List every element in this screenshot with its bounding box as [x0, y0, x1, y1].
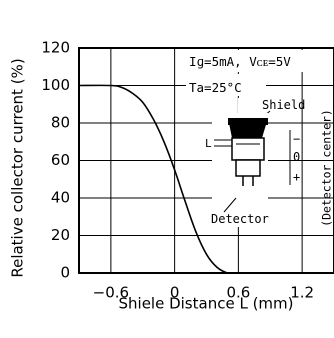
y-axis-label: Relative collector current (%): [9, 58, 27, 277]
y-tick-labels: 0 20 40 60 80 100 120: [41, 39, 70, 282]
y-tick-label: 40: [51, 189, 70, 207]
detector-leader: [223, 197, 237, 213]
y-tick-label: 100: [41, 76, 70, 94]
temperature-label: Ta=25°C: [189, 80, 242, 95]
detector-body: [231, 137, 265, 161]
conditions-box-bg: [186, 50, 332, 72]
series-line: [78, 84, 334, 274]
x-tick-label: −0.6: [93, 284, 129, 302]
x-axis-label: Shiele Distance L (mm): [119, 295, 294, 313]
y-tick-label: 60: [51, 151, 70, 169]
y-tick-label: 20: [51, 226, 70, 244]
plus-sign: +: [293, 170, 300, 184]
temperature-bg: [186, 74, 266, 96]
l-marker: L: [205, 137, 212, 150]
y-tick-label: 0: [60, 264, 70, 282]
detector-center-label: (Detector center): [320, 109, 334, 227]
inset-device: Shield L − 0 + Detector: [205, 98, 305, 227]
x-tick-label: 0: [170, 284, 180, 302]
shield-label: Shield: [262, 98, 305, 112]
detector-label: Detector: [211, 212, 269, 226]
y-tick-label: 120: [41, 39, 70, 57]
plot-frame: [78, 47, 334, 274]
shield-block-top: [228, 118, 268, 125]
x-tick-labels: −0.6 0 0.6 1.2: [93, 284, 314, 302]
conditions-label: Iɡ=5mA, Vᴄᴇ=5V: [189, 54, 291, 69]
minus-sign: −: [293, 132, 300, 146]
y-tick-label: 80: [51, 114, 70, 132]
x-tick-label: 1.2: [290, 284, 314, 302]
detector-label-bg: [208, 211, 266, 227]
x-tick-label: 0.6: [226, 284, 250, 302]
detector-base: [235, 159, 261, 177]
zero-sign: 0: [293, 150, 300, 164]
